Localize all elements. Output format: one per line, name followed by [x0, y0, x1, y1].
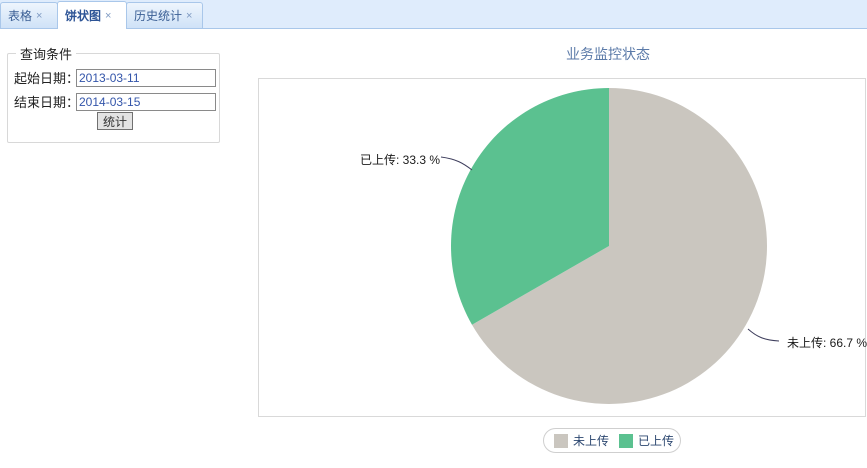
svg-text:未上传: 66.7 %: 未上传: 66.7 %: [787, 335, 867, 350]
svg-text:已上传: 33.3 %: 已上传: 33.3 %: [360, 152, 440, 167]
